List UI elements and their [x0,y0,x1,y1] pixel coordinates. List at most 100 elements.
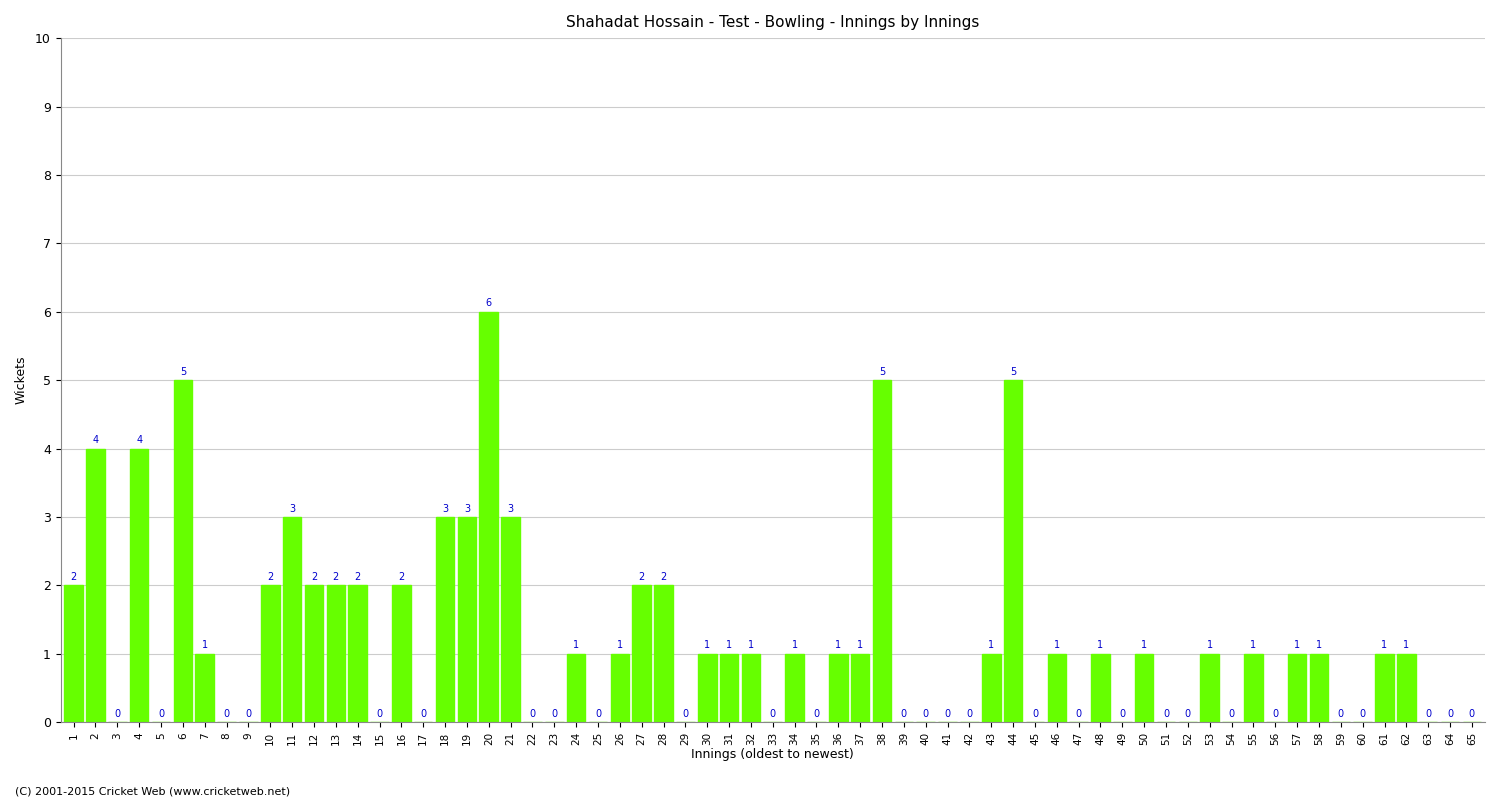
Text: 2: 2 [354,572,362,582]
Text: 4: 4 [93,435,99,445]
Bar [1200,654,1219,722]
Bar [195,654,214,722]
Bar [284,517,302,722]
Text: 0: 0 [1468,709,1474,719]
Text: 0: 0 [922,709,928,719]
Text: 1: 1 [1404,641,1410,650]
Text: 1: 1 [704,641,711,650]
Text: 0: 0 [550,709,558,719]
Text: 0: 0 [114,709,120,719]
Bar [458,517,476,722]
Text: 0: 0 [1359,709,1365,719]
Text: 3: 3 [507,503,513,514]
Bar [348,586,368,722]
Bar [1396,654,1416,722]
Bar [392,586,411,722]
Text: 1: 1 [988,641,994,650]
Text: 0: 0 [596,709,602,719]
Text: 1: 1 [856,641,862,650]
Text: 0: 0 [1162,709,1168,719]
Bar [830,654,848,722]
Text: 0: 0 [1185,709,1191,719]
Text: 0: 0 [158,709,164,719]
Text: 0: 0 [1448,709,1454,719]
Bar [86,449,105,722]
Text: (C) 2001-2015 Cricket Web (www.cricketweb.net): (C) 2001-2015 Cricket Web (www.cricketwe… [15,786,290,796]
Text: 1: 1 [1098,641,1104,650]
Text: 1: 1 [1382,641,1388,650]
Text: 0: 0 [945,709,951,719]
Text: 2: 2 [267,572,273,582]
Bar [304,586,324,722]
Bar [982,654,1000,722]
Bar [741,654,760,722]
Bar [64,586,82,722]
Text: 2: 2 [333,572,339,582]
Bar [174,380,192,722]
Text: 0: 0 [966,709,972,719]
Text: 1: 1 [201,641,208,650]
Text: 3: 3 [464,503,470,514]
Text: 0: 0 [1338,709,1344,719]
Text: 2: 2 [310,572,316,582]
Text: 1: 1 [748,641,754,650]
Bar [850,654,870,722]
Text: 2: 2 [398,572,405,582]
Bar [436,517,454,722]
Text: 4: 4 [136,435,142,445]
Text: 0: 0 [1119,709,1125,719]
Text: 0: 0 [1272,709,1278,719]
Text: 1: 1 [1294,641,1300,650]
Text: 1: 1 [573,641,579,650]
Bar [786,654,804,722]
Text: 0: 0 [1228,709,1234,719]
Bar [720,654,738,722]
Text: 3: 3 [442,503,448,514]
Bar [610,654,628,722]
Text: 0: 0 [1032,709,1038,719]
X-axis label: Innings (oldest to newest): Innings (oldest to newest) [692,748,853,761]
Bar [1090,654,1110,722]
Text: 1: 1 [1316,641,1322,650]
Text: 3: 3 [290,503,296,514]
Bar [654,586,674,722]
Text: 5: 5 [879,366,885,377]
Y-axis label: Wickets: Wickets [15,356,28,405]
Bar [1288,654,1306,722]
Text: 1: 1 [1206,641,1214,650]
Text: 0: 0 [813,709,819,719]
Text: 0: 0 [246,709,252,719]
Bar [1244,654,1263,722]
Text: 2: 2 [70,572,76,582]
Bar [1136,654,1154,722]
Text: 0: 0 [224,709,230,719]
Bar [698,654,717,722]
Bar [1310,654,1328,722]
Text: 2: 2 [660,572,666,582]
Text: 0: 0 [682,709,688,719]
Text: 6: 6 [486,298,492,308]
Text: 1: 1 [726,641,732,650]
Text: 1: 1 [1142,641,1148,650]
Text: 2: 2 [639,572,645,582]
Bar [130,449,148,722]
Bar [327,586,345,722]
Bar [1376,654,1394,722]
Bar [567,654,585,722]
Bar [633,586,651,722]
Text: 0: 0 [770,709,776,719]
Text: 1: 1 [1053,641,1060,650]
Text: 0: 0 [902,709,908,719]
Text: 0: 0 [420,709,426,719]
Text: 1: 1 [836,641,842,650]
Bar [480,312,498,722]
Bar [873,380,891,722]
Text: 1: 1 [792,641,798,650]
Bar [1004,380,1023,722]
Text: 5: 5 [180,366,186,377]
Text: 0: 0 [1425,709,1431,719]
Text: 1: 1 [1251,641,1257,650]
Text: 1: 1 [616,641,622,650]
Text: 0: 0 [376,709,382,719]
Title: Shahadat Hossain - Test - Bowling - Innings by Innings: Shahadat Hossain - Test - Bowling - Inni… [566,15,980,30]
